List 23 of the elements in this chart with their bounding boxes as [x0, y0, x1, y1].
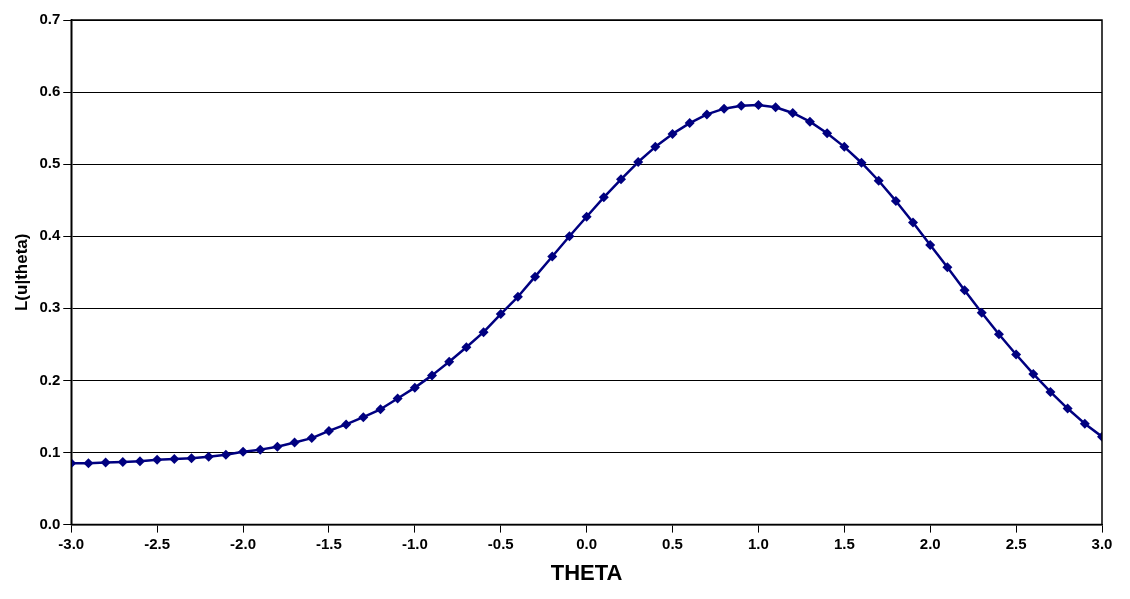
y-axis-title: L(u|theta) — [11, 233, 31, 312]
x-tick-label: -3.0 — [58, 534, 85, 552]
y-tick-label: 0.6 — [39, 82, 61, 100]
y-tick-label: 0.7 — [39, 10, 61, 28]
y-tick-label: 0.1 — [39, 442, 61, 460]
x-tick-label: 0.5 — [662, 534, 683, 552]
x-tick-label: -1.5 — [316, 534, 342, 552]
x-tick-label: -0.5 — [487, 534, 514, 552]
x-tick-label: 2.0 — [919, 534, 941, 552]
x-tick-label: 1.5 — [833, 534, 855, 552]
x-tick-label: 1.0 — [747, 534, 769, 552]
y-tick-label: 0.0 — [39, 514, 61, 532]
x-tick-label: 3.0 — [1091, 534, 1113, 552]
y-tick-label: 0.4 — [39, 226, 61, 244]
x-tick-label: 2.5 — [1005, 534, 1027, 552]
x-tick-label: -1.0 — [401, 534, 428, 552]
x-tick-label: 0.0 — [576, 534, 598, 552]
y-tick-label: 0.3 — [39, 298, 61, 316]
x-tick-label: -2.0 — [230, 534, 256, 552]
y-tick-label: 0.2 — [39, 370, 61, 388]
y-tick-label: 0.5 — [39, 154, 61, 172]
x-axis-title: THETA — [550, 559, 623, 585]
x-tick-label: -2.5 — [144, 534, 171, 552]
